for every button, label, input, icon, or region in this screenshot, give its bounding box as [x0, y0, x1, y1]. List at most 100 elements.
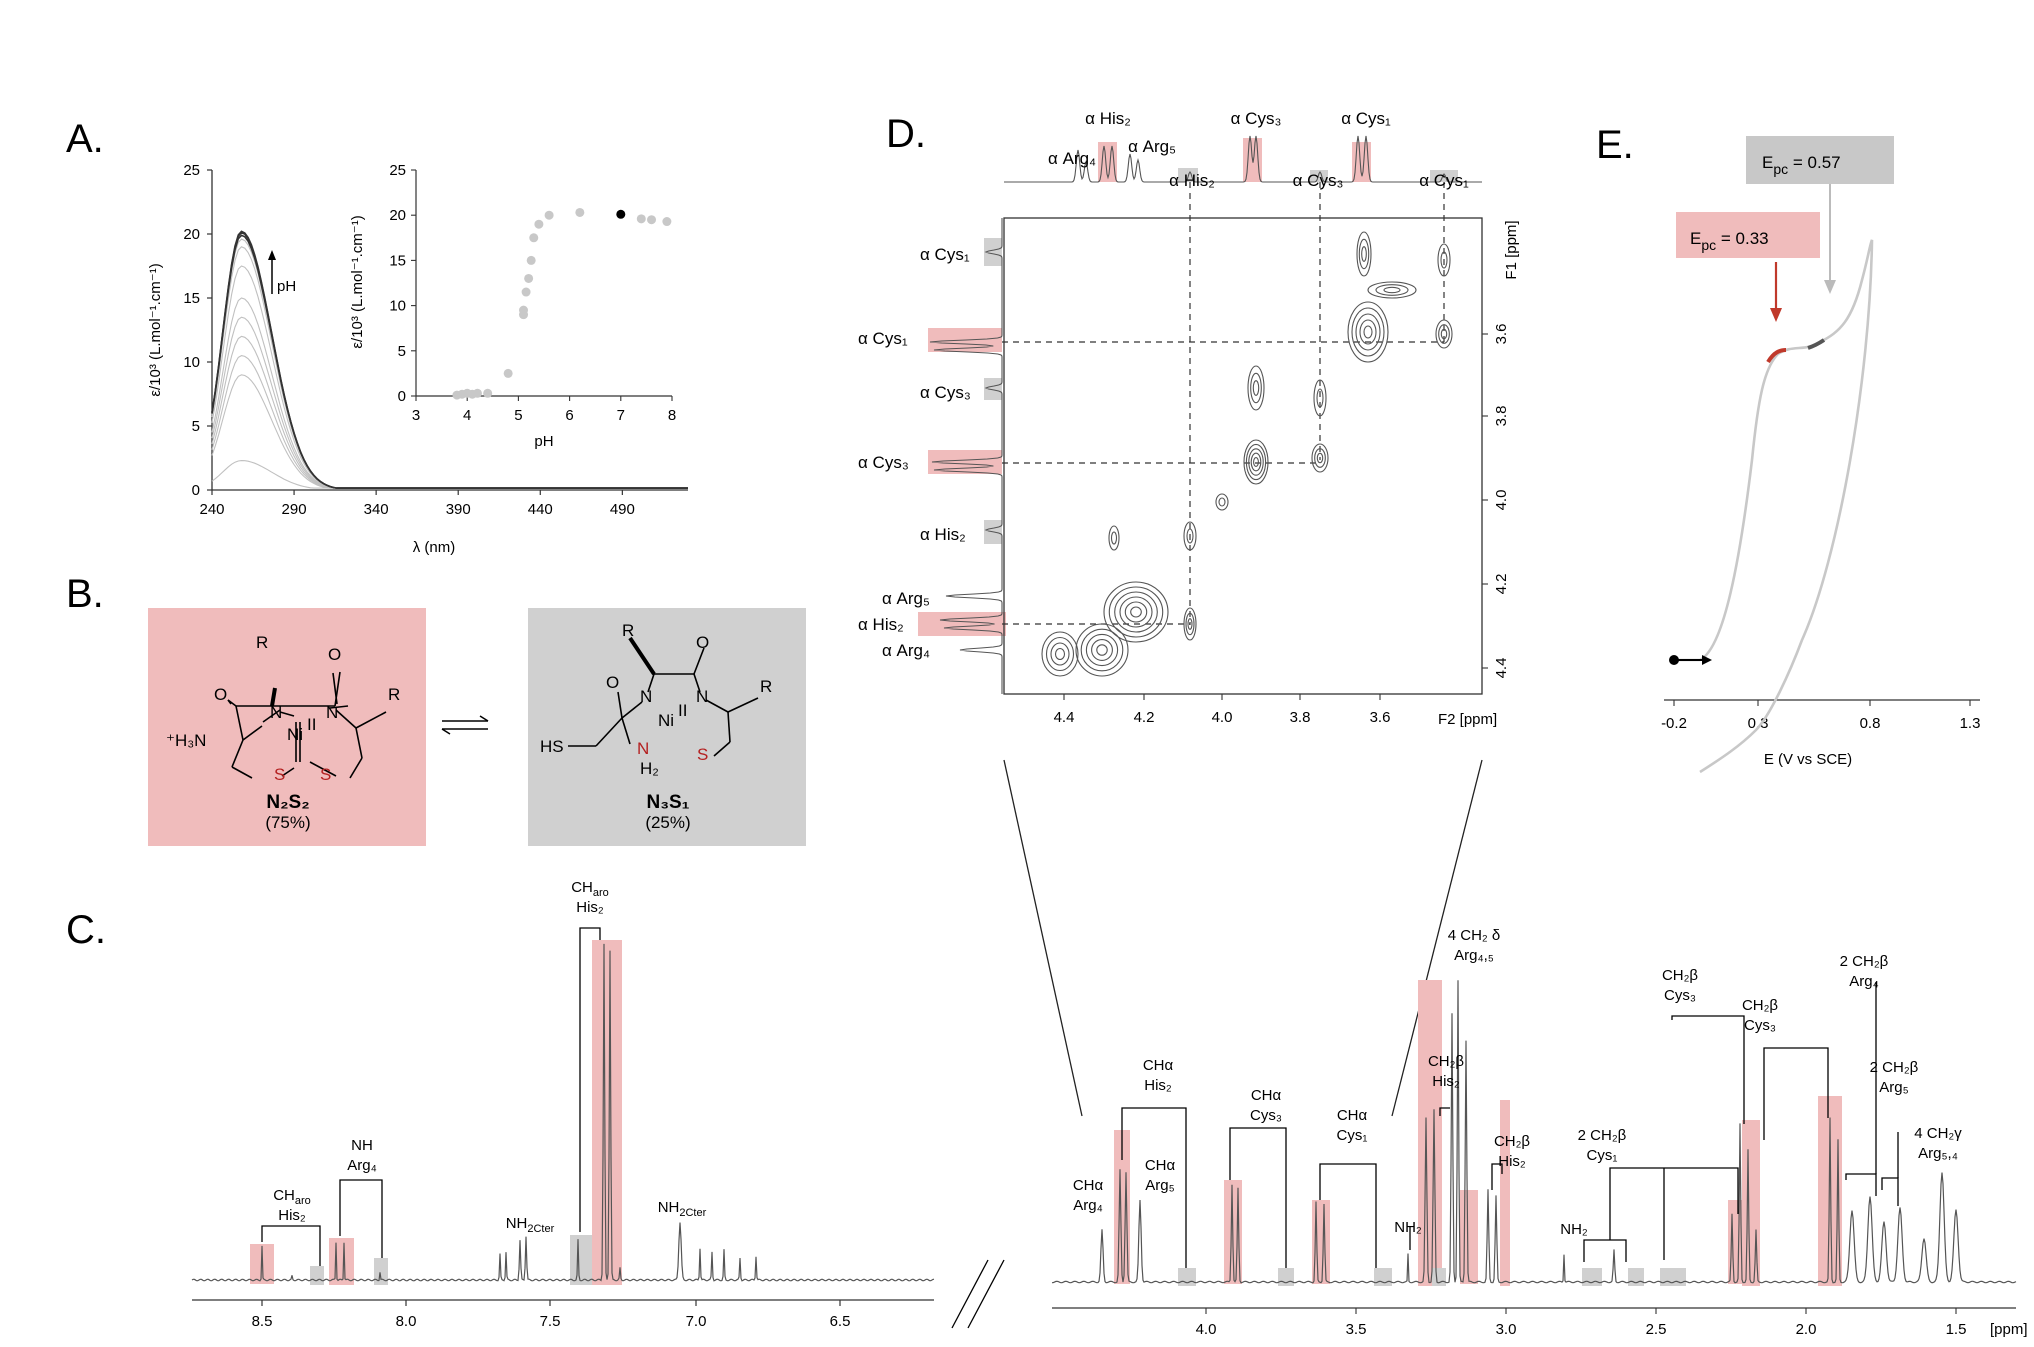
c2-peak-label: CHα — [1251, 1087, 1282, 1104]
c-charo-his2-label: CHaro — [273, 1187, 311, 1207]
d-contour — [1375, 284, 1409, 296]
c2-bracket — [1439, 1107, 1450, 1116]
d-contour — [1359, 319, 1377, 345]
d-contour — [1215, 493, 1229, 511]
n3s1-O1: O — [696, 633, 709, 652]
d-left-label-cys1b: α Cys₁ — [920, 245, 970, 264]
d-left-label-his2b: α His₂ — [920, 525, 966, 544]
d-contour — [1438, 324, 1450, 344]
d-contour — [1314, 448, 1326, 468]
d-xtick-label: 4.2 — [1134, 709, 1155, 726]
c2-peak-label: CHα — [1145, 1157, 1176, 1174]
inset-data-point — [526, 255, 536, 265]
c2-peak-label: 2 CH₂β — [1578, 1127, 1627, 1144]
c2-bracket — [1671, 1015, 1745, 1124]
inset-data-point — [534, 219, 544, 229]
a-spectrum-curve — [211, 230, 688, 489]
inset-ytick-label: 10 — [389, 298, 406, 315]
d-contour — [1351, 307, 1385, 357]
n2s2-Ni: Ni — [287, 725, 303, 744]
e-start-dot — [1669, 655, 1679, 665]
d-contour — [1250, 372, 1262, 404]
c2-peak-label: NH₂ — [1394, 1219, 1422, 1236]
d-contour — [1187, 618, 1193, 630]
d-contour — [1248, 448, 1264, 476]
d-contour — [1124, 601, 1148, 623]
epc-red-label: Epc = 0.33 — [1690, 229, 1769, 253]
n3s1-HS: HS — [540, 737, 564, 756]
d-contour — [1437, 243, 1451, 277]
inset-data-point — [503, 368, 513, 378]
a-xtick-label: 440 — [528, 501, 553, 518]
inset-ylabel: ε/10³ (L.mol⁻¹.cm⁻¹) — [349, 215, 366, 348]
c2-xtick-label: 1.5 — [1946, 1321, 1967, 1338]
d-contour — [1383, 286, 1401, 294]
inset-ytick-label: 5 — [398, 343, 406, 360]
d-xtick-label: 3.8 — [1290, 709, 1311, 726]
panel-label-e: E. — [1596, 123, 1634, 167]
n3s1-N1: N — [640, 687, 652, 706]
c2-peak-label: CH₂β — [1428, 1053, 1464, 1070]
a-spectrum-curve — [211, 234, 688, 489]
inset-data-point — [483, 388, 493, 398]
n2s2-H3N: ⁺H₃N — [166, 731, 206, 750]
a-ytick-label: 10 — [183, 354, 200, 371]
d-contour — [1311, 443, 1329, 473]
inset-xtick-label: 8 — [668, 407, 676, 424]
d-ytick-label: 3.8 — [1493, 406, 1510, 427]
d-contour — [1440, 251, 1448, 269]
n3s1-S1: S — [697, 745, 708, 764]
c2-bracket — [1491, 1163, 1503, 1190]
a-xtick-label: 340 — [364, 501, 389, 518]
n3s1-R1: R — [622, 621, 634, 640]
e-cv-trace — [1676, 239, 1874, 774]
panel-b-structures: R O O N N R ⁺H₃N Ni II S S N₂S₂ (75%) — [148, 608, 806, 846]
a-ytick-label: 5 — [192, 418, 200, 435]
d-contour — [1355, 313, 1381, 351]
c2-bracket — [1609, 1167, 1739, 1240]
n3s1-N3: N — [637, 739, 649, 758]
n3s1-Ni-ox: II — [678, 701, 687, 720]
c2-bracket — [1881, 1177, 1899, 1206]
c2-highlight-grey — [1582, 1268, 1602, 1286]
inset-xtick-label: 4 — [463, 407, 471, 424]
d-contour — [1183, 607, 1197, 641]
d-xtick-label: 4.4 — [1054, 709, 1075, 726]
ph-arrow-label: pH — [277, 278, 296, 295]
d-top-label-arg5: α Arg₅ — [1128, 137, 1176, 156]
d-contour — [1085, 633, 1119, 667]
inset-data-point — [636, 214, 646, 224]
e-red-segment — [1766, 348, 1787, 364]
d-top-label-arg4: α Arg₄ — [1048, 149, 1096, 168]
d-left-label-cys3b: α Cys₃ — [920, 383, 971, 402]
n3s1-N2: N — [696, 687, 708, 706]
c2-highlight-grey — [1432, 1268, 1446, 1286]
epc-grey-box — [1746, 136, 1894, 184]
c2-xtick-label: 4.0 — [1196, 1321, 1217, 1338]
d-contour — [1252, 380, 1260, 396]
a-spectrum-curve — [211, 238, 688, 489]
d-contour — [1245, 443, 1267, 481]
c-charo-top-label: CHaro — [571, 879, 609, 899]
n2s2-O1: O — [328, 645, 341, 664]
d-contour — [1110, 531, 1118, 545]
inset-xtick-label: 7 — [617, 407, 625, 424]
d-contour — [1367, 281, 1417, 299]
c2-highlight-grey — [1660, 1268, 1686, 1286]
n2s2-Ni-ox: II — [307, 715, 316, 734]
d-top-label-cys3b: α Cys₃ — [1293, 171, 1344, 190]
e-xtick-label: 0.8 — [1860, 715, 1881, 732]
axis-break — [951, 1259, 1005, 1329]
d-contour — [1183, 521, 1197, 551]
d-contour — [1075, 623, 1129, 677]
inset-ytick-label: 15 — [389, 252, 406, 269]
c2-highlight-red — [1460, 1190, 1478, 1284]
d-contour — [1186, 528, 1194, 544]
d-top-label-cys1: α Cys₁ — [1341, 109, 1391, 128]
c2-peak-sublabel: Cys₃ — [1744, 1017, 1776, 1034]
d-ytick-label: 4.2 — [1493, 574, 1510, 595]
d-contour — [1185, 612, 1195, 636]
panel-c2-spectrum-trace — [1051, 980, 2017, 1284]
a-spectrum-curve — [211, 265, 688, 489]
